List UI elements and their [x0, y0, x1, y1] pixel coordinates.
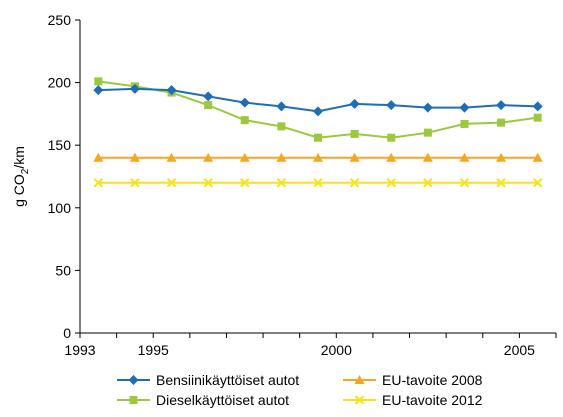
data-point: [130, 178, 140, 188]
data-point: [459, 102, 470, 113]
legend-item: EU-tavoite 2012: [343, 392, 483, 408]
axes: 0 50 100 150 200 250 1993 1995 2000 2005: [48, 12, 557, 358]
data-point: [166, 85, 177, 96]
data-point: [349, 178, 360, 188]
legend-label: EU-tavoite 2008: [382, 372, 483, 388]
series-3: [93, 152, 543, 162]
series-4: [93, 178, 543, 188]
y-tick-label: 50: [55, 262, 71, 278]
x-marker-stroke: [203, 178, 213, 188]
data-point: [239, 152, 250, 162]
data-point: [533, 113, 542, 122]
data-point: [386, 100, 397, 111]
data-point: [93, 85, 104, 96]
legend-label: EU-tavoite 2012: [382, 392, 483, 408]
x-marker-stroke: [276, 178, 287, 188]
data-point: [460, 119, 469, 128]
x-marker-stroke: [240, 178, 250, 188]
data-point: [423, 178, 433, 188]
data-point: [459, 178, 470, 188]
data-point: [166, 178, 177, 188]
data-point: [204, 101, 213, 110]
legend-marker: [128, 375, 139, 385]
data-point: [203, 178, 213, 188]
x-marker-stroke: [423, 178, 433, 188]
data-point: [129, 83, 140, 94]
data-point: [422, 152, 433, 162]
data-point: [459, 152, 470, 162]
x-marker-stroke: [130, 178, 140, 188]
legend-item: Bensiinikäyttöiset autot: [117, 372, 299, 388]
x-marker-stroke: [93, 178, 104, 188]
legend-marker: [129, 396, 138, 404]
data-point: [166, 152, 177, 162]
data-point: [93, 178, 104, 188]
data-point: [240, 178, 250, 188]
y-axis-title: g CO2/km: [11, 146, 31, 207]
y-tick-label: 250: [48, 12, 72, 28]
data-point: [313, 152, 323, 162]
x-tick-label: 1995: [138, 342, 169, 358]
x-marker-stroke: [313, 178, 323, 188]
legend: Bensiinikäyttöiset autot Dieselkäyttöiset…: [117, 372, 483, 408]
data-point: [532, 178, 543, 188]
data-point: [314, 133, 322, 142]
x-marker-stroke: [354, 395, 365, 405]
data-point: [387, 133, 396, 142]
data-point: [93, 152, 104, 162]
legend-item: EU-tavoite 2008: [343, 372, 483, 388]
y-tick-label: 100: [48, 200, 72, 216]
data-point: [276, 152, 287, 162]
data-point: [350, 129, 359, 138]
x-tick-label: 2000: [321, 342, 352, 358]
data-point: [532, 101, 543, 112]
data-point: [276, 101, 287, 112]
legend-label: Dieselkäyttöiset autot: [156, 392, 289, 408]
data-point: [496, 100, 507, 111]
x-marker-stroke: [166, 178, 177, 188]
series-group: [93, 77, 543, 188]
data-point: [497, 118, 506, 127]
data-point: [313, 178, 323, 188]
y-tick-label: 0: [63, 325, 71, 341]
y-tick-label: 150: [48, 137, 72, 153]
x-tick-label: 1993: [64, 342, 95, 358]
data-point: [203, 91, 214, 102]
data-point: [386, 178, 396, 188]
data-point: [277, 122, 286, 131]
series-1: [93, 83, 543, 117]
x-tick-label: 2005: [504, 342, 535, 358]
data-point: [203, 152, 214, 162]
x-marker-stroke: [459, 178, 470, 188]
x-marker-stroke: [496, 178, 506, 188]
legend-label: Bensiinikäyttöiset autot: [156, 372, 299, 388]
data-point: [349, 152, 360, 162]
y-axis-label: g CO2/km: [11, 146, 31, 207]
y-tick-label: 200: [48, 75, 72, 91]
data-point: [240, 116, 249, 125]
data-point: [276, 178, 287, 188]
x-marker-stroke: [349, 178, 360, 188]
data-point: [129, 152, 140, 162]
data-point: [94, 77, 103, 86]
data-point: [349, 98, 360, 109]
data-point: [422, 102, 433, 113]
data-point: [496, 152, 507, 162]
data-point: [386, 152, 397, 162]
data-point: [423, 128, 432, 137]
legend-marker: [354, 395, 365, 405]
x-marker-stroke: [532, 178, 543, 188]
data-point: [532, 152, 543, 162]
data-point: [239, 97, 250, 108]
legend-item: Dieselkäyttöiset autot: [117, 392, 289, 408]
x-marker-stroke: [386, 178, 396, 188]
data-point: [496, 178, 506, 188]
legend-marker: [354, 375, 365, 384]
data-point: [313, 106, 323, 117]
